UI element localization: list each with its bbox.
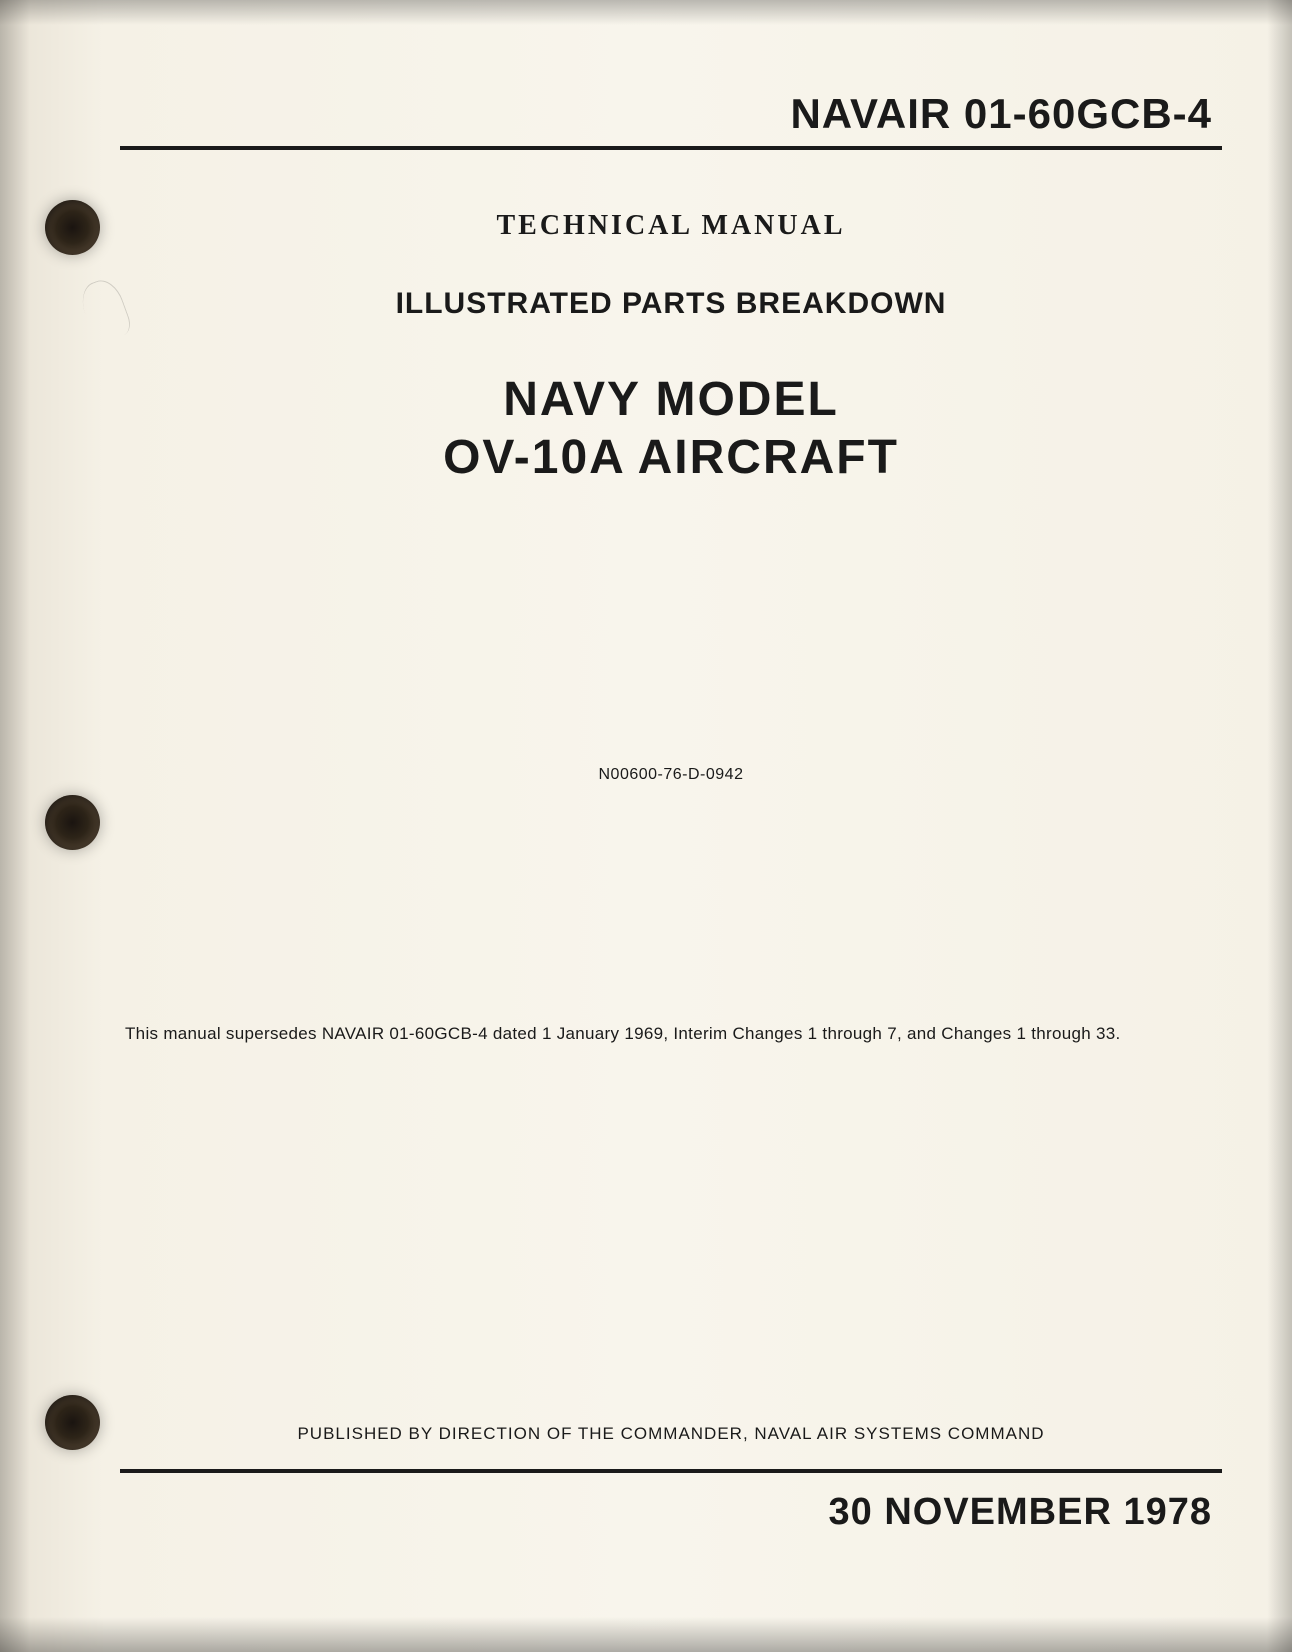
punch-hole-icon (45, 200, 100, 255)
supersede-note: This manual supersedes NAVAIR 01-60GCB-4… (120, 1024, 1222, 1044)
title-line-2: OV-10A AIRCRAFT (120, 429, 1222, 487)
document-page: NAVAIR 01-60GCB-4 TECHNICAL MANUAL ILLUS… (0, 0, 1292, 1652)
page-smudge (76, 275, 134, 345)
title-line-1: NAVY MODEL (120, 371, 1222, 429)
document-number: NAVAIR 01-60GCB-4 (120, 90, 1222, 138)
page-edge-top (0, 0, 1292, 25)
punch-hole-icon (45, 1395, 100, 1450)
page-edge-right (1267, 0, 1292, 1652)
contract-number: N00600-76-D-0942 (120, 766, 1222, 784)
horizontal-rule-bottom (120, 1469, 1222, 1473)
page-edge-bottom (0, 1617, 1292, 1652)
subtitle-heading: ILLUSTRATED PARTS BREAKDOWN (120, 287, 1222, 321)
publication-date: 30 NOVEMBER 1978 (120, 1491, 1222, 1534)
publisher-statement: PUBLISHED BY DIRECTION OF THE COMMANDER,… (120, 1424, 1222, 1444)
punch-hole-icon (45, 795, 100, 850)
manual-type-heading: TECHNICAL MANUAL (120, 210, 1222, 242)
page-edge-left (0, 0, 30, 1652)
horizontal-rule-top (120, 146, 1222, 150)
